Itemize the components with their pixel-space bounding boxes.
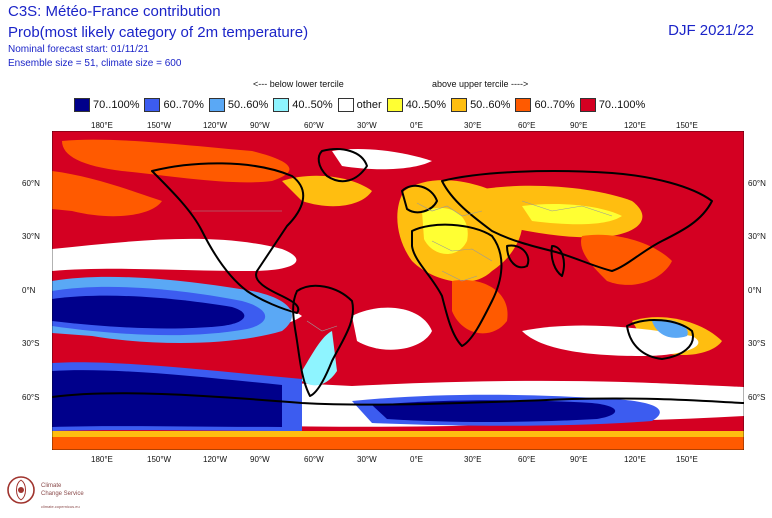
ensemble-size-text: Ensemble size = 51, climate size = 600 — [8, 58, 182, 69]
lat-tick-label: 30°S — [748, 339, 766, 348]
legend-swatch — [74, 98, 90, 112]
country-borders — [192, 200, 613, 332]
legend-label: 70..100% — [93, 99, 140, 111]
lon-tick-label: 90°E — [570, 121, 588, 130]
lon-tick-label: 180°E — [91, 121, 113, 130]
legend-label: 60..70% — [163, 99, 204, 111]
legend-swatch — [515, 98, 532, 112]
lat-tick-label: 60°S — [748, 393, 766, 402]
copernicus-climate-logo: Climate Change Service climate.copernicu… — [7, 476, 84, 509]
lon-tick-label: 60°E — [518, 121, 536, 130]
lon-tick-label: 180°E — [91, 455, 113, 464]
legend-label: 50..60% — [227, 99, 269, 111]
color-legend: 70..100% 60..70% 50..60% 40..50% other 40..50… — [74, 97, 650, 113]
lon-tick-label: 0°E — [410, 121, 423, 130]
lat-tick-label: 30°N — [22, 232, 40, 241]
lon-tick-label: 0°E — [410, 455, 423, 464]
lon-tick-label: 30°W — [357, 121, 377, 130]
cold-pacific-region — [52, 276, 292, 343]
lon-tick-label: 30°W — [357, 455, 377, 464]
legend-swatch — [386, 98, 403, 112]
legend-item: 70..100% — [579, 98, 646, 112]
lat-tick-label: 30°S — [22, 339, 40, 348]
legend-label: 60..70% — [534, 99, 575, 111]
lon-tick-label: 60°W — [304, 121, 324, 130]
legend-item: 70..100% — [74, 98, 139, 112]
legend-label: other — [356, 99, 382, 111]
lon-tick-label: 120°E — [624, 455, 646, 464]
legend-label: 40..50% — [292, 99, 333, 111]
lon-tick-label: 30°E — [464, 121, 482, 130]
legend-label: 40..50% — [405, 99, 447, 111]
forecast-start-text: Nominal forecast start: 01/11/21 — [8, 44, 149, 55]
below-tercile-label: <--- below lower tercile — [253, 79, 344, 89]
legend-swatch — [208, 98, 225, 112]
coastlines — [52, 148, 744, 406]
legend-swatch — [579, 98, 596, 112]
lon-tick-label: 90°W — [250, 121, 270, 130]
lon-tick-label: 120°W — [203, 121, 228, 130]
legend-label: 70..100% — [598, 99, 646, 111]
legend-item: 50..60% — [451, 98, 510, 112]
probability-map — [52, 131, 744, 450]
lon-tick-label: 120°W — [203, 455, 228, 464]
lon-tick-label: 150°E — [676, 455, 698, 464]
lon-tick-label: 150°W — [147, 121, 172, 130]
lon-tick-label: 90°W — [250, 455, 270, 464]
legend-item: 60..70% — [515, 98, 575, 112]
legend-item: 50..60% — [208, 98, 269, 112]
season-label: DJF 2021/22 — [668, 22, 754, 39]
lon-tick-label: 60°W — [304, 455, 324, 464]
legend-swatch — [451, 98, 468, 112]
lat-tick-label: 0°N — [748, 286, 762, 295]
legend-swatch — [273, 98, 290, 112]
svg-text:Climate: Climate — [41, 483, 62, 489]
title-line-2: Prob(most likely category of 2m temperat… — [8, 24, 309, 41]
lat-tick-label: 60°S — [22, 393, 40, 402]
lon-tick-label: 60°E — [518, 455, 536, 464]
legend-swatch — [144, 98, 161, 112]
lat-tick-label: 30°N — [748, 232, 766, 241]
lon-tick-label: 30°E — [464, 455, 482, 464]
lon-tick-label: 120°E — [624, 121, 646, 130]
legend-item: 40..50% — [386, 98, 447, 112]
svg-text:climate.copernicus.eu: climate.copernicus.eu — [41, 504, 80, 509]
lon-tick-label: 90°E — [570, 455, 588, 464]
above-tercile-label: above upper tercile ----> — [432, 79, 529, 89]
legend-item: 60..70% — [144, 98, 204, 112]
title-line-1: C3S: Météo-France contribution — [8, 3, 221, 20]
lon-tick-label: 150°E — [676, 121, 698, 130]
legend-item: 40..50% — [273, 98, 333, 112]
lat-tick-label: 0°N — [22, 286, 36, 295]
legend-item: other — [337, 98, 382, 112]
lon-tick-label: 150°W — [147, 455, 172, 464]
svg-text:Change Service: Change Service — [41, 491, 84, 497]
lat-tick-label: 60°N — [22, 179, 40, 188]
legend-swatch — [337, 98, 354, 112]
cold-southern-ocean — [52, 319, 688, 431]
legend-label: 50..60% — [470, 99, 511, 111]
lat-tick-label: 60°N — [748, 179, 766, 188]
